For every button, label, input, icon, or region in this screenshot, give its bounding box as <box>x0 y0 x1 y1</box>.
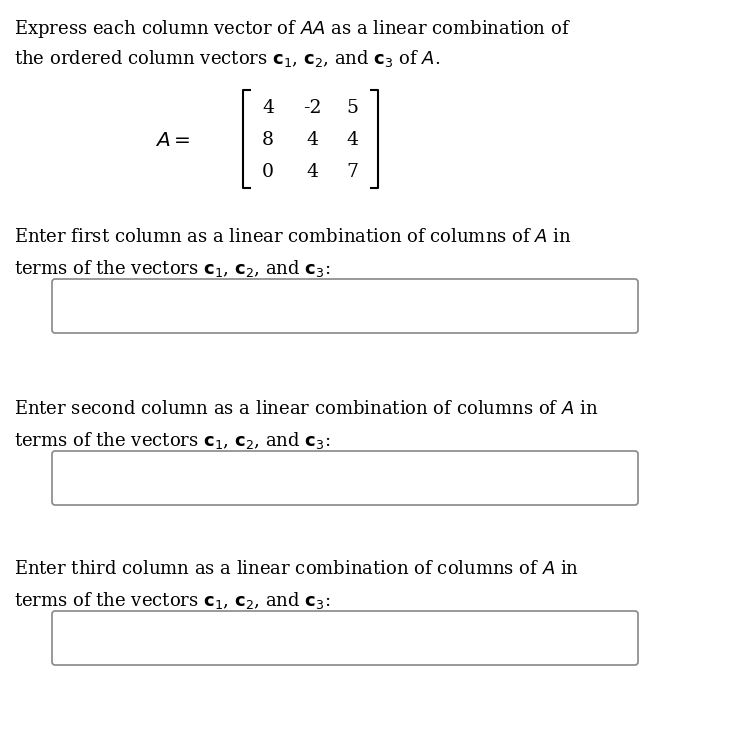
Text: 4: 4 <box>306 131 318 149</box>
Text: Enter first column as a linear combination of columns of $A$ in: Enter first column as a linear combinati… <box>14 228 572 246</box>
FancyBboxPatch shape <box>52 611 638 665</box>
Text: 4: 4 <box>262 99 274 117</box>
Text: terms of the vectors $\mathbf{c}_1$, $\mathbf{c}_2$, and $\mathbf{c}_3$:: terms of the vectors $\mathbf{c}_1$, $\m… <box>14 258 330 279</box>
Text: $A = $: $A = $ <box>155 131 191 149</box>
FancyBboxPatch shape <box>52 279 638 333</box>
FancyBboxPatch shape <box>52 451 638 505</box>
Text: 5: 5 <box>346 99 358 117</box>
Text: 0: 0 <box>262 163 274 181</box>
Text: 4: 4 <box>306 163 318 181</box>
Text: Express each column vector of $AA$ as a linear combination of: Express each column vector of $AA$ as a … <box>14 18 571 40</box>
Text: terms of the vectors $\mathbf{c}_1$, $\mathbf{c}_2$, and $\mathbf{c}_3$:: terms of the vectors $\mathbf{c}_1$, $\m… <box>14 430 330 451</box>
Text: the ordered column vectors $\mathbf{c}_1$, $\mathbf{c}_2$, and $\mathbf{c}_3$ of: the ordered column vectors $\mathbf{c}_1… <box>14 48 440 69</box>
Text: Enter third column as a linear combination of columns of $A$ in: Enter third column as a linear combinati… <box>14 560 579 578</box>
Text: terms of the vectors $\mathbf{c}_1$, $\mathbf{c}_2$, and $\mathbf{c}_3$:: terms of the vectors $\mathbf{c}_1$, $\m… <box>14 590 330 611</box>
Text: 7: 7 <box>346 163 358 181</box>
Text: 4: 4 <box>346 131 358 149</box>
Text: 8: 8 <box>262 131 274 149</box>
Text: -2: -2 <box>302 99 321 117</box>
Text: Enter second column as a linear combination of columns of $A$ in: Enter second column as a linear combinat… <box>14 400 598 418</box>
